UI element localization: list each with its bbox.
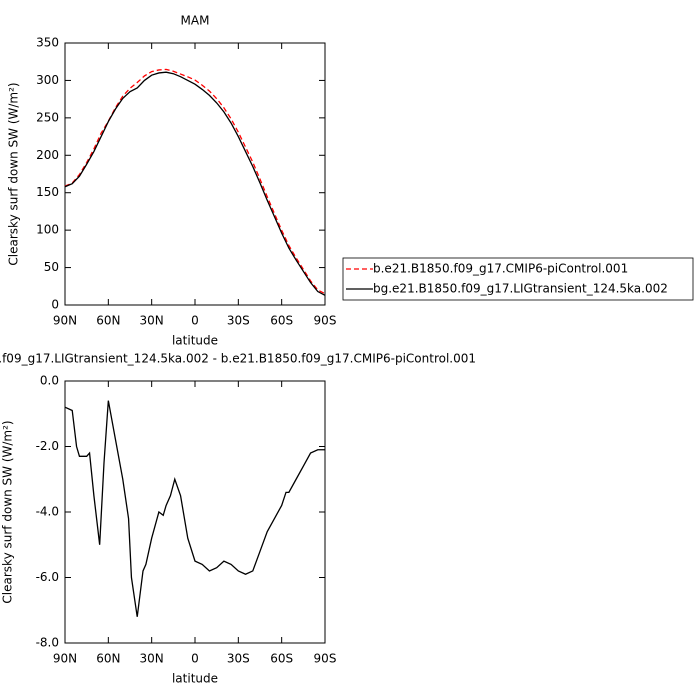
- x-tick-label: 60N: [96, 314, 120, 328]
- y-tick-label: 250: [36, 110, 59, 124]
- y-tick-label: 350: [36, 36, 59, 50]
- data-line: [64, 68, 326, 295]
- x-tick-label: 30S: [227, 652, 250, 666]
- x-axis-label: latitude: [172, 334, 218, 348]
- x-tick-label: 0: [191, 652, 199, 666]
- x-tick-label: 60S: [270, 314, 293, 328]
- chart-title: MAM: [181, 14, 210, 28]
- legend-label: bg.e21.B1850.f09_g17.LIGtransient_124.5k…: [373, 282, 668, 296]
- x-tick-label: 90N: [53, 652, 77, 666]
- y-tick-label: 200: [36, 148, 59, 162]
- x-tick-label: 0: [191, 314, 199, 328]
- plot-frame: [64, 42, 326, 306]
- plot-frame: [64, 380, 326, 644]
- y-tick-label: 0: [51, 298, 59, 312]
- x-tick-label: 30N: [140, 314, 164, 328]
- x-tick-label: 60S: [270, 652, 293, 666]
- chart-title: bg.e21.B1850.f09_g17.LIGtransient_124.5k…: [0, 352, 476, 366]
- y-tick-label: -2.0: [36, 439, 59, 453]
- x-tick-label: 90S: [314, 314, 337, 328]
- y-axis-label: Clearsky surf down SW (W/m²): [1, 420, 15, 603]
- legend-label: b.e21.B1850.f09_g17.CMIP6-piControl.001: [373, 262, 628, 276]
- x-tick-label: 30S: [227, 314, 250, 328]
- y-tick-label: 300: [36, 73, 59, 87]
- y-tick-label: 50: [44, 260, 59, 274]
- data-line: [64, 400, 325, 617]
- y-tick-label: 0.0: [40, 374, 59, 388]
- y-axis-label: Clearsky surf down SW (W/m²): [7, 82, 21, 265]
- y-tick-label: 150: [36, 185, 59, 199]
- legend-box: [342, 257, 694, 301]
- x-tick-label: 60N: [96, 652, 120, 666]
- y-tick-label: 100: [36, 223, 59, 237]
- data-line: [64, 71, 326, 296]
- y-tick-label: -6.0: [36, 570, 59, 584]
- x-tick-label: 90N: [53, 314, 77, 328]
- y-tick-label: -8.0: [36, 636, 59, 650]
- x-tick-label: 30N: [140, 652, 164, 666]
- x-tick-label: 90S: [314, 652, 337, 666]
- x-axis-label: latitude: [172, 672, 218, 686]
- y-tick-label: -4.0: [36, 505, 59, 519]
